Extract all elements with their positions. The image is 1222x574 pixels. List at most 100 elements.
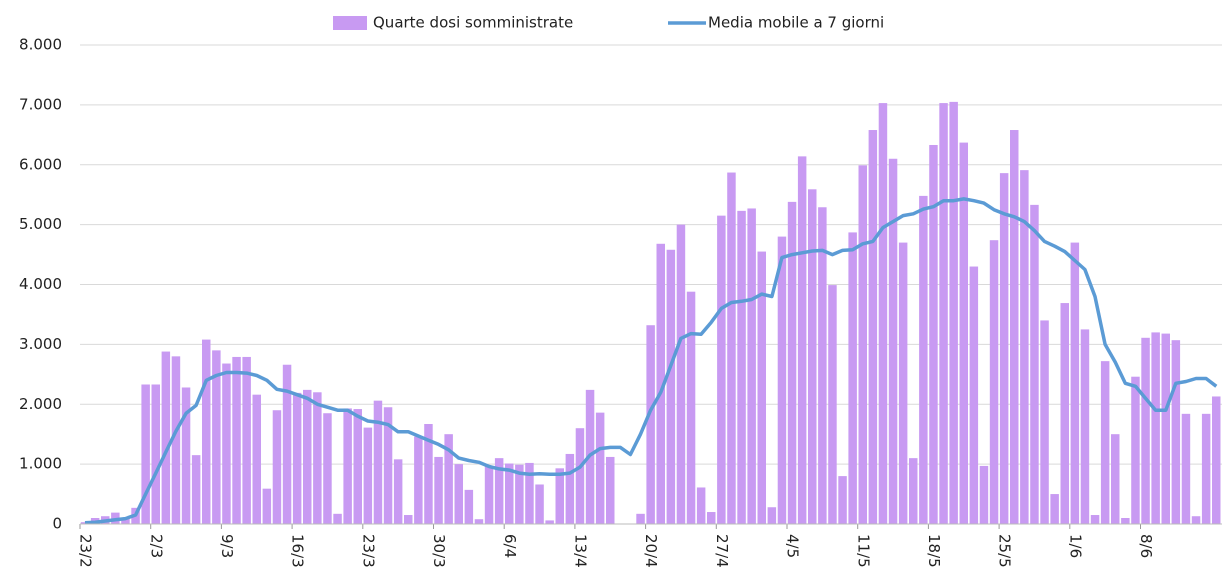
y-tick-label: 6.000 — [19, 155, 62, 173]
bar — [1121, 518, 1130, 524]
bar — [1131, 376, 1140, 524]
bar — [1040, 320, 1049, 524]
y-tick-label: 4.000 — [19, 275, 62, 293]
y-tick-label: 0 — [52, 515, 62, 533]
bar — [595, 412, 605, 524]
bar — [848, 232, 857, 524]
x-tick-label: 4/5 — [784, 534, 802, 558]
bar — [292, 392, 302, 524]
bar — [272, 410, 282, 524]
bar — [989, 240, 999, 524]
bar — [1020, 170, 1029, 525]
bar — [676, 224, 686, 524]
bar — [1050, 494, 1059, 524]
bar — [1090, 515, 1100, 524]
bar — [757, 251, 766, 524]
x-tick-label: 20/4 — [642, 534, 660, 568]
bar — [939, 103, 948, 525]
bar — [606, 456, 615, 524]
y-tick-label: 5.000 — [19, 215, 62, 233]
y-tick-label: 2.000 — [19, 395, 62, 413]
bar — [545, 520, 554, 524]
bar — [818, 207, 827, 525]
bar — [161, 351, 171, 524]
bar — [898, 242, 908, 524]
bar — [373, 400, 383, 524]
bar — [242, 356, 251, 524]
bar — [1181, 413, 1191, 524]
legend-swatch — [333, 16, 367, 30]
bar — [555, 468, 564, 524]
moving-average-line — [84, 197, 1218, 525]
bar — [202, 339, 211, 524]
bar — [414, 436, 423, 524]
bar — [636, 513, 645, 524]
bar — [474, 519, 484, 524]
bar — [999, 173, 1009, 524]
bar — [505, 463, 514, 524]
bar — [222, 363, 231, 524]
bar — [535, 484, 544, 524]
bar — [262, 488, 272, 524]
bar — [888, 158, 898, 524]
bar — [1111, 434, 1120, 524]
bar — [686, 291, 696, 524]
bar — [959, 142, 968, 524]
x-tick-label: 9/3 — [218, 534, 236, 558]
bar — [303, 389, 312, 524]
bar — [1060, 303, 1069, 524]
bar — [313, 392, 322, 524]
bar — [1080, 329, 1090, 524]
bar — [121, 518, 130, 524]
bar — [484, 466, 494, 524]
bar — [666, 249, 676, 524]
bar — [949, 101, 958, 524]
bar — [424, 424, 433, 524]
bar — [767, 507, 777, 524]
bar — [696, 487, 706, 524]
bar — [1100, 361, 1110, 524]
bar — [1030, 204, 1039, 524]
bar — [838, 476, 847, 524]
bar — [525, 462, 534, 524]
bar — [171, 356, 181, 524]
bar — [656, 243, 665, 524]
bar — [727, 172, 736, 524]
bar — [777, 236, 787, 524]
bar — [464, 489, 474, 524]
legend-item: Media mobile a 7 giorni — [668, 14, 884, 32]
bar — [434, 456, 443, 524]
bar — [565, 453, 575, 524]
bar — [181, 387, 191, 524]
bar — [969, 266, 979, 524]
bar — [141, 384, 150, 524]
bar — [323, 413, 332, 524]
bar — [868, 130, 878, 524]
bar — [191, 455, 201, 524]
bar — [979, 465, 989, 524]
bar — [797, 156, 807, 524]
x-tick-label: 25/5 — [996, 534, 1014, 568]
bar — [444, 434, 453, 524]
legend-label: Quarte dosi somministrate — [373, 14, 573, 32]
y-tick-label: 7.000 — [19, 95, 62, 113]
bar — [717, 215, 726, 525]
bar — [1010, 130, 1019, 524]
bar — [404, 515, 413, 524]
bar — [232, 356, 241, 524]
x-tick-label: 8/6 — [1137, 534, 1155, 558]
bar — [494, 458, 504, 524]
bar — [252, 394, 261, 524]
bar — [333, 513, 342, 524]
bar — [575, 428, 585, 524]
bar — [1212, 396, 1221, 524]
x-tick-label: 30/3 — [430, 534, 448, 568]
bar — [282, 364, 292, 524]
bar — [747, 208, 756, 525]
x-tick-label: 2/3 — [147, 534, 165, 558]
x-tick-label: 23/2 — [77, 534, 95, 568]
x-tick-label: 18/5 — [925, 534, 943, 568]
bar — [1201, 413, 1211, 524]
x-tick-label: 23/3 — [359, 534, 377, 568]
